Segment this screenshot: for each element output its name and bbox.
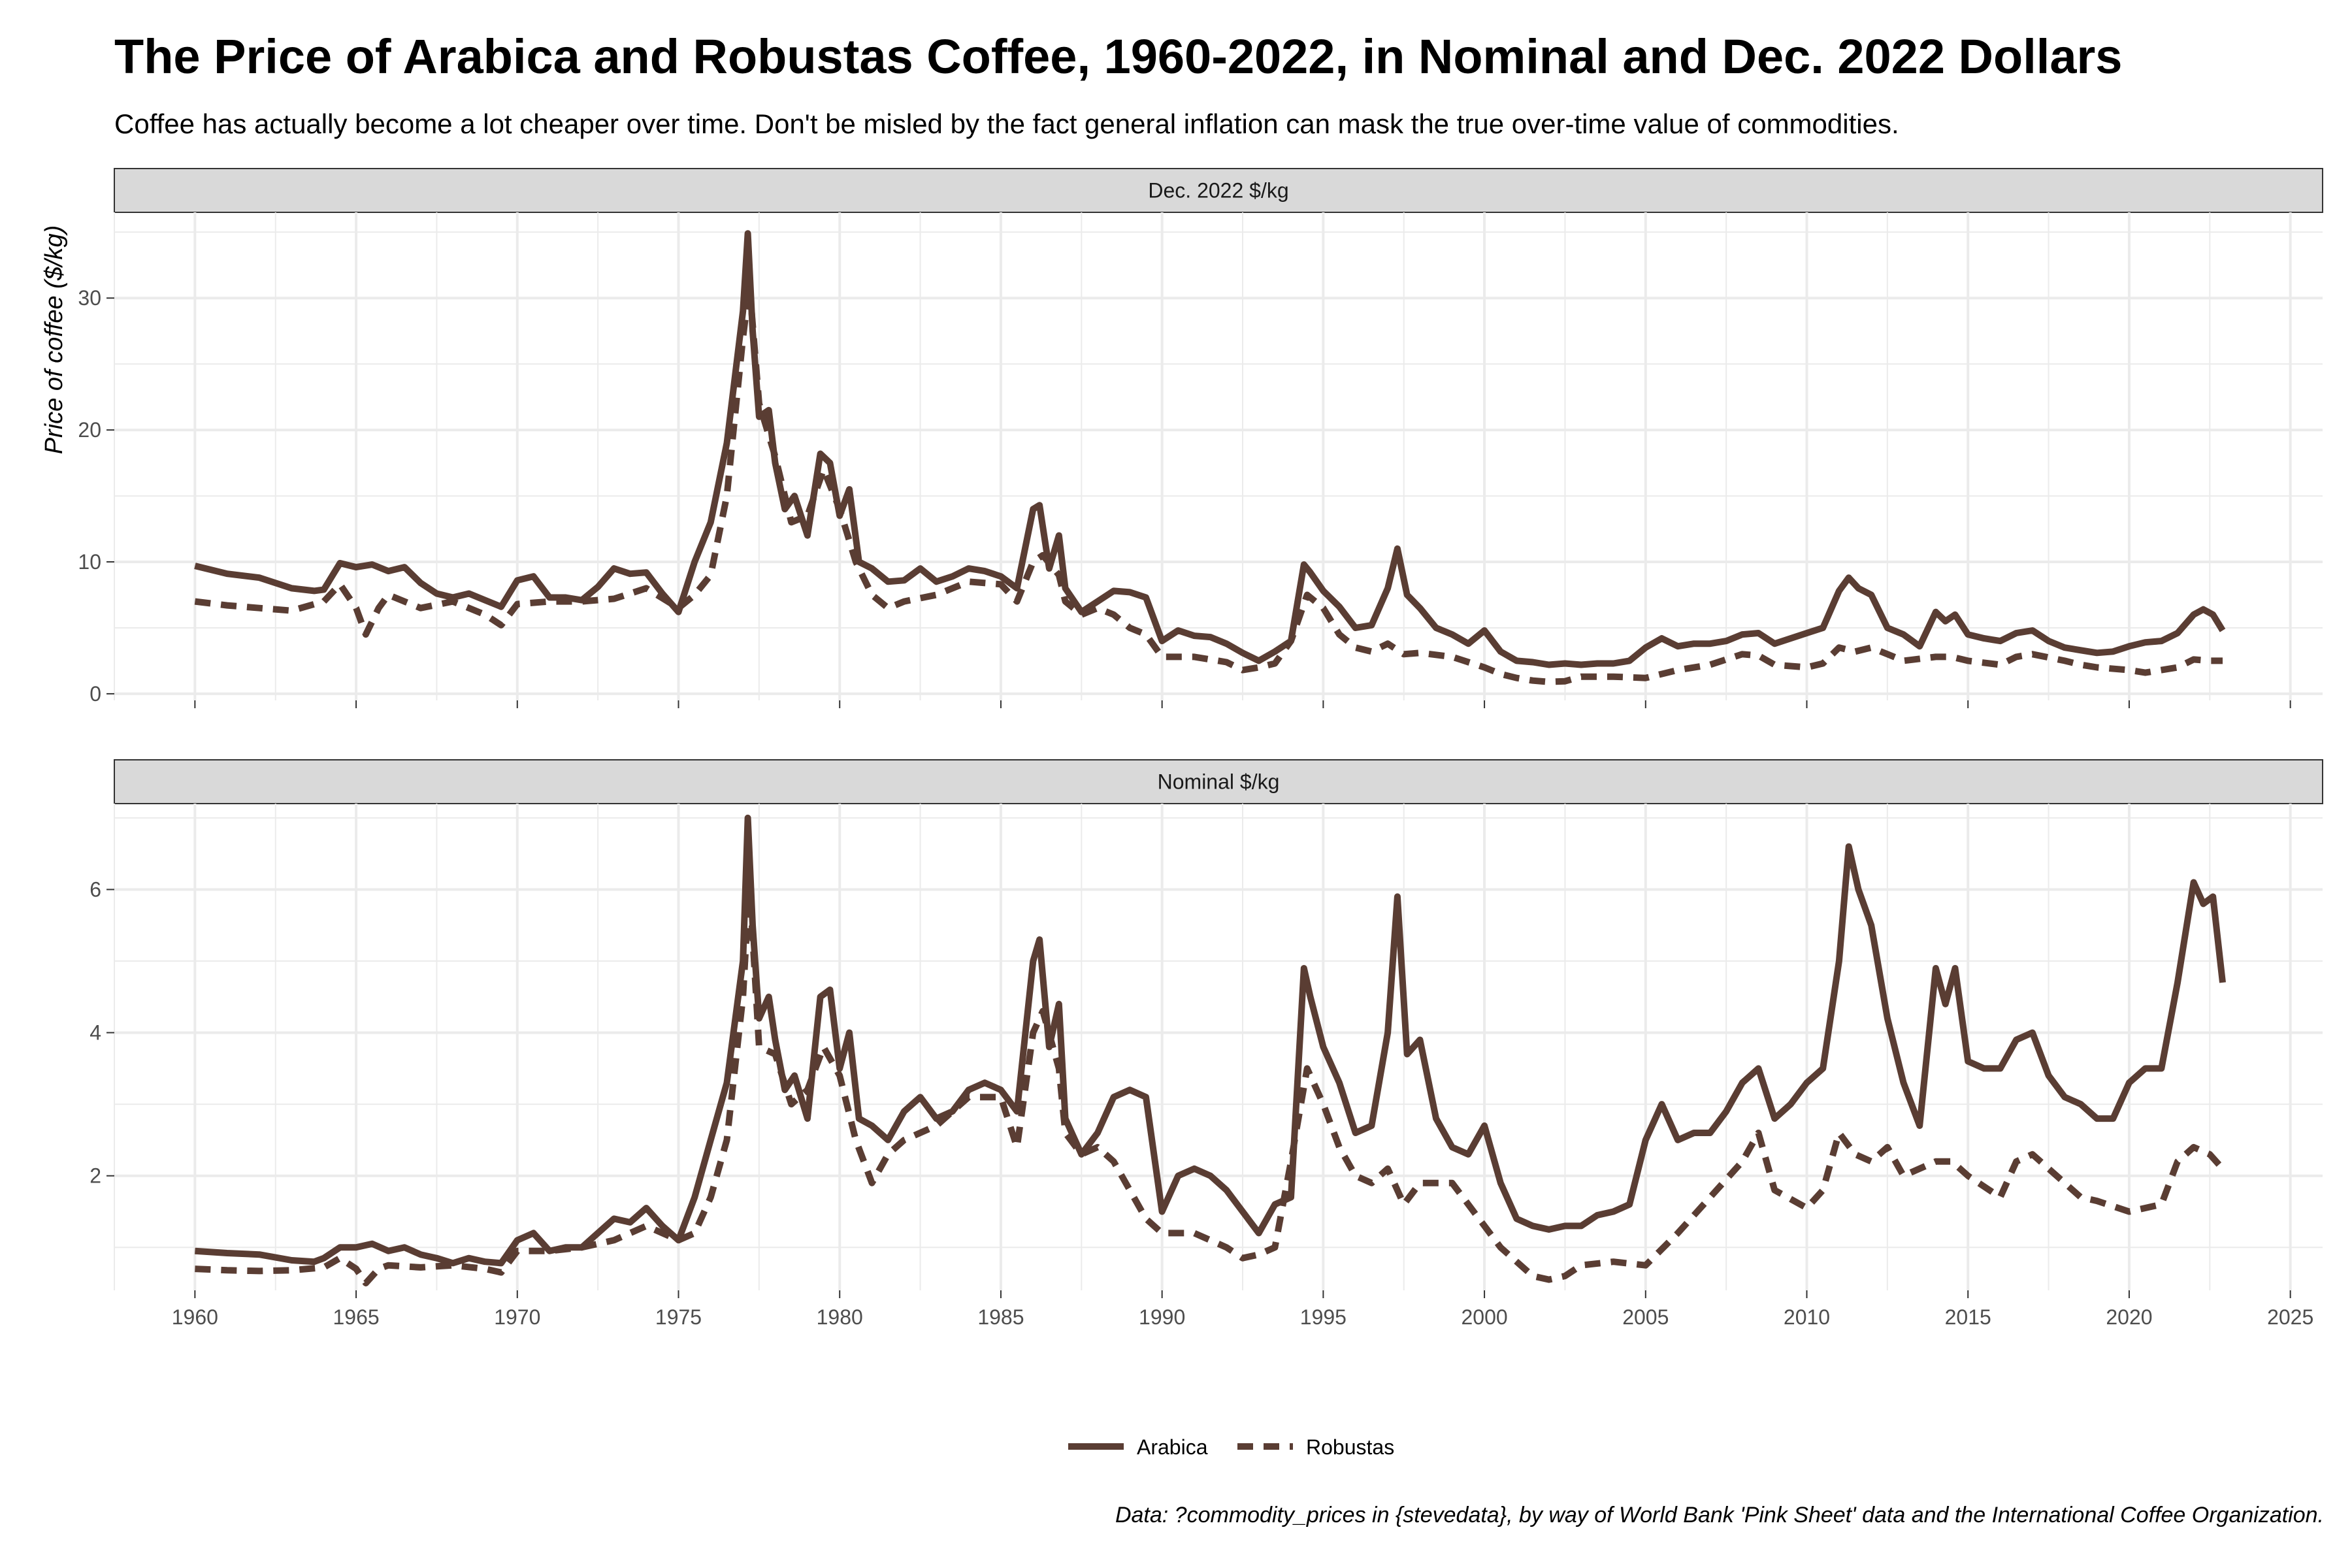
series-line-arabica	[195, 814, 2226, 1267]
series-line-arabica	[194, 230, 2226, 668]
facet-panel-1: Dec. 2022 $/kg 0 10 20 30	[78, 168, 2323, 708]
x-tick-label: 1980	[817, 1305, 863, 1329]
y-tick-label: 2	[90, 1164, 101, 1188]
x-tick-label: 2010	[1784, 1305, 1830, 1329]
x-tick-label: 1995	[1300, 1305, 1347, 1329]
y-tick-label: 4	[90, 1021, 101, 1045]
x-tick-label: 2020	[2106, 1305, 2152, 1329]
y-tick-label: 0	[90, 682, 101, 706]
legend-label-robustas: Robustas	[1306, 1435, 1394, 1459]
y-tick-label: 6	[90, 877, 101, 901]
x-tick-label: 1965	[333, 1305, 379, 1329]
chart-subtitle: Coffee has actually become a lot cheaper…	[114, 108, 1899, 139]
x-tick-label: 2005	[1622, 1305, 1669, 1329]
legend: Arabica Robustas	[1068, 1435, 1394, 1459]
y-axis-title: Price of coffee ($/kg)	[41, 225, 68, 455]
facet-panel-2: Nominal $/kg 2 4 6	[90, 759, 2323, 1298]
x-tick-label: 1990	[1139, 1305, 1185, 1329]
series-line-robustas	[195, 879, 2225, 1286]
facet-strip	[114, 759, 2323, 804]
legend-label-arabica: Arabica	[1137, 1435, 1208, 1459]
series-line-robustas	[194, 282, 2223, 685]
facet-strip-label: Dec. 2022 $/kg	[1148, 179, 1288, 203]
chart-title: The Price of Arabica and Robustas Coffee…	[114, 29, 2123, 84]
facet-strip	[114, 168, 2323, 213]
x-tick-label: 1975	[655, 1305, 702, 1329]
x-tick-label: 1960	[172, 1305, 218, 1329]
facet-strip-label: Nominal $/kg	[1158, 770, 1280, 794]
x-tick-label: 2015	[1945, 1305, 1991, 1329]
y-tick-label: 10	[78, 550, 101, 574]
y-tick-label: 20	[78, 418, 101, 442]
x-tick-label: 2025	[2267, 1305, 2313, 1329]
x-tick-label: 1985	[977, 1305, 1024, 1329]
x-tick-label: 1970	[494, 1305, 540, 1329]
y-tick-label: 30	[78, 286, 101, 310]
x-tick-label: 2000	[1461, 1305, 1507, 1329]
chart-caption: Data: ?commodity_prices in {stevedata}, …	[1115, 1503, 2324, 1527]
